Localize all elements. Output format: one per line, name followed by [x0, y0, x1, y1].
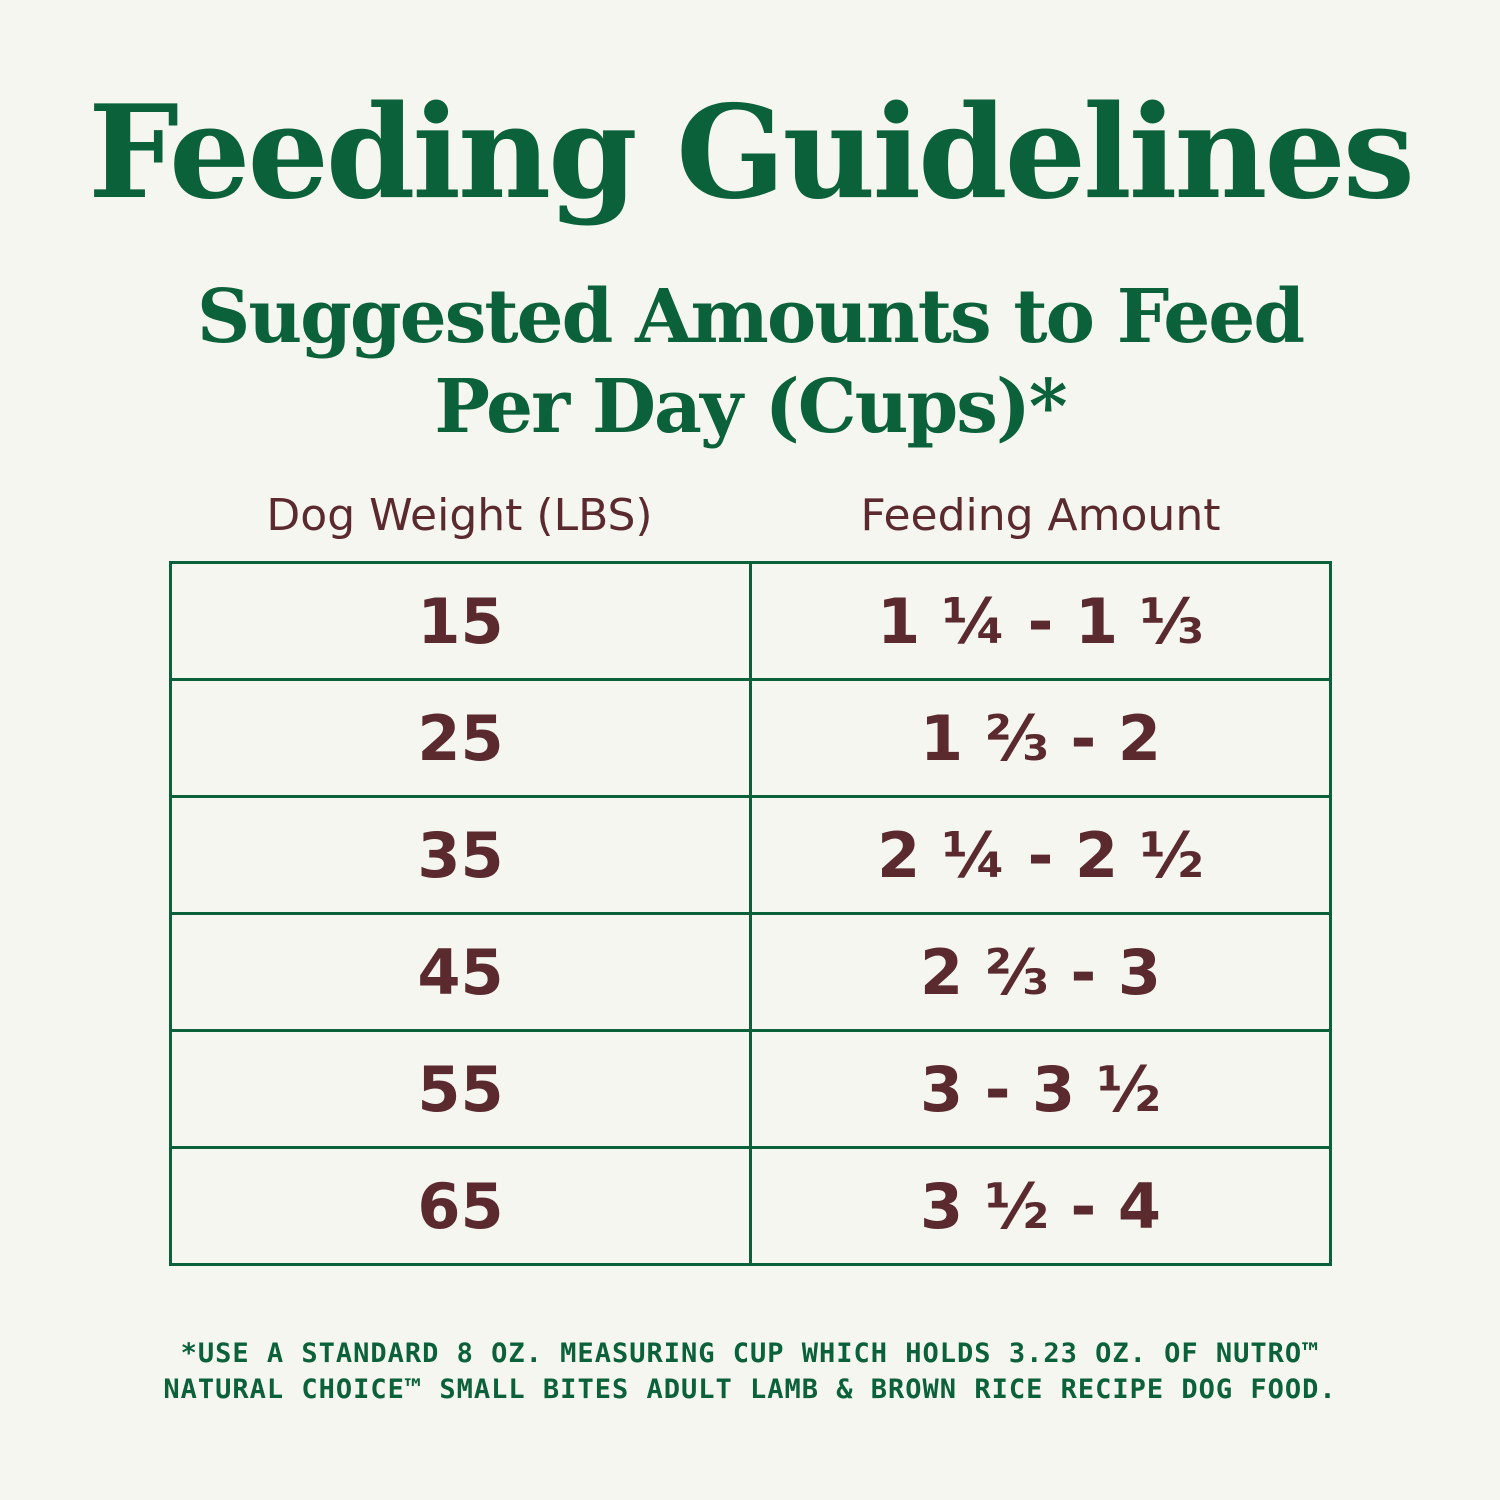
subtitle-line-1: Suggested Amounts to Feed — [196, 274, 1305, 360]
footnote-line-2: NATURAL CHOICE™ SMALL BITES ADULT LAMB &… — [163, 1374, 1337, 1405]
column-header-amount: Feeding Amount — [860, 490, 1221, 541]
amount-cell: 1 ⅔ - 2 — [749, 678, 1332, 798]
table-row: 35 2 ¼ - 2 ½ — [169, 795, 1332, 915]
weight-cell: 55 — [169, 1029, 752, 1149]
table-row: 55 3 - 3 ½ — [169, 1029, 1332, 1149]
amount-cell: 1 ¼ - 1 ⅓ — [749, 561, 1332, 681]
amount-cell: 3 ½ - 4 — [749, 1146, 1332, 1266]
footnote: *USE A STANDARD 8 OZ. MEASURING CUP WHIC… — [0, 1336, 1500, 1408]
weight-cell: 65 — [169, 1146, 752, 1266]
weight-cell: 35 — [169, 795, 752, 915]
amount-cell: 2 ⅔ - 3 — [749, 912, 1332, 1032]
footnote-line-1: *USE A STANDARD 8 OZ. MEASURING CUP WHIC… — [180, 1338, 1320, 1369]
column-header-weight: Dog Weight (LBS) — [266, 490, 653, 541]
feeding-table: 15 1 ¼ - 1 ⅓ 25 1 ⅔ - 2 35 2 ¼ - 2 ½ 45 2 ⅔ … — [169, 561, 1332, 1266]
table-row: 25 1 ⅔ - 2 — [169, 678, 1332, 798]
amount-cell: 2 ¼ - 2 ½ — [749, 795, 1332, 915]
table-row: 45 2 ⅔ - 3 — [169, 912, 1332, 1032]
amount-cell: 3 - 3 ½ — [749, 1029, 1332, 1149]
weight-cell: 15 — [169, 561, 752, 681]
table-row: 15 1 ¼ - 1 ⅓ — [169, 561, 1332, 681]
table-row: 65 3 ½ - 4 — [169, 1146, 1332, 1266]
weight-cell: 45 — [169, 912, 752, 1032]
subtitle: Suggested Amounts to Feed Per Day (Cups)… — [0, 272, 1500, 452]
subtitle-line-2: Per Day (Cups)* — [434, 364, 1067, 450]
weight-cell: 25 — [169, 678, 752, 798]
page-title: Feeding Guidelines — [88, 78, 1415, 228]
